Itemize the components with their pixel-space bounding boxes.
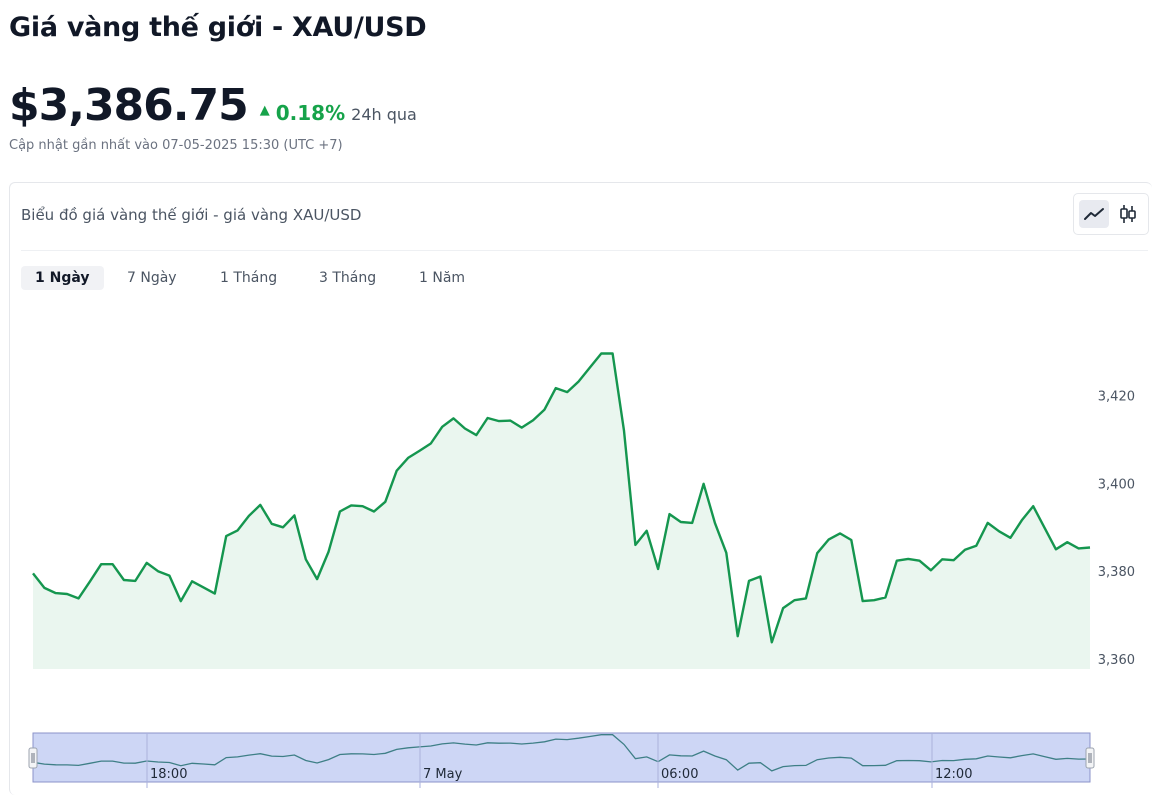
price-area bbox=[33, 353, 1090, 669]
y-tick-label: 3,400 bbox=[1098, 477, 1135, 492]
price-line bbox=[32, 352, 1091, 644]
change-period-label: 24h qua bbox=[351, 105, 417, 124]
navigator-x-label: 18:00 bbox=[150, 767, 187, 782]
tab-1-year[interactable]: 1 Năm bbox=[419, 270, 466, 286]
price-change-percent: 0.18% bbox=[275, 101, 346, 125]
card-divider bbox=[21, 250, 1148, 251]
y-tick-label: 3,380 bbox=[1098, 565, 1135, 580]
up-arrow-icon: ▲ bbox=[259, 103, 270, 118]
tab-7-days[interactable]: 7 Ngày bbox=[127, 270, 177, 286]
tab-1-month[interactable]: 1 Tháng bbox=[220, 270, 278, 286]
candlestick-icon bbox=[1120, 205, 1136, 223]
candlestick-chart-button[interactable] bbox=[1113, 200, 1143, 228]
y-tick-label: 3,360 bbox=[1098, 653, 1135, 668]
navigator-x-label: 7 May bbox=[423, 767, 463, 782]
chart-card: Biểu đồ giá vàng thế giới - giá vàng XAU… bbox=[9, 182, 1152, 795]
navigator-line bbox=[32, 734, 1091, 772]
price-summary: $3,386.75 ▲ 0.18% 24h qua bbox=[9, 80, 417, 131]
tab-3-months[interactable]: 3 Tháng bbox=[319, 270, 377, 286]
navigator-window bbox=[32, 732, 1091, 783]
navigator-left-handle[interactable] bbox=[28, 747, 38, 769]
line-chart-button[interactable] bbox=[1079, 200, 1109, 228]
line-chart-icon bbox=[1084, 208, 1104, 220]
navigator-x-label: 12:00 bbox=[935, 767, 972, 782]
navigator-x-label: 06:00 bbox=[661, 767, 698, 782]
tab-1-day[interactable]: 1 Ngày bbox=[21, 266, 104, 290]
y-tick-label: 3,420 bbox=[1098, 390, 1135, 405]
current-price: $3,386.75 bbox=[9, 80, 249, 131]
navigator-right-handle[interactable] bbox=[1085, 747, 1095, 769]
last-updated: Cập nhật gần nhất vào 07-05-2025 15:30 (… bbox=[9, 138, 343, 153]
page-title: Giá vàng thế giới - XAU/USD bbox=[9, 12, 427, 43]
chart-type-toggle bbox=[1073, 193, 1149, 235]
chart-heading: Biểu đồ giá vàng thế giới - giá vàng XAU… bbox=[21, 206, 362, 224]
